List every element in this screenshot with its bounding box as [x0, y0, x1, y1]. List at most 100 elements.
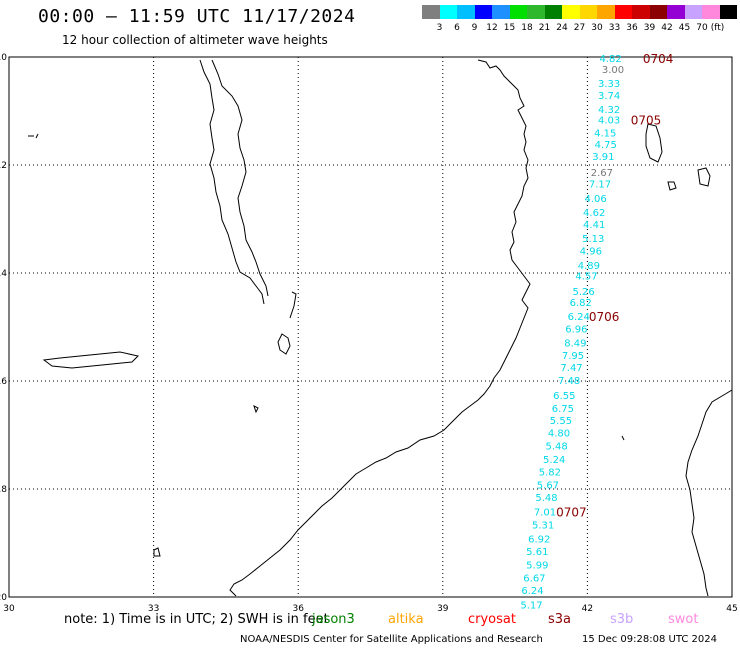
wave-height-reading: 4.62: [583, 208, 605, 219]
wave-height-reading: 5.99: [526, 561, 548, 572]
wave-height-reading: 5.17: [520, 601, 542, 612]
lon-tick-label: 33: [148, 604, 159, 614]
coastline-segment: [289, 291, 297, 319]
wave-height-reading: 7.48: [558, 376, 580, 387]
legend-label: 3: [436, 23, 443, 33]
map-border: [8, 56, 733, 598]
wave-height-reading: 6.75: [552, 404, 574, 415]
legend-label: 27: [573, 23, 586, 33]
legend-swatch: [632, 5, 650, 19]
lat-tick-label: -10: [0, 53, 7, 63]
wave-height-reading: 4.32: [598, 105, 620, 116]
wave-height-reading: 5.48: [535, 493, 557, 504]
wave-height-reading: 4.82: [599, 54, 621, 65]
coastline: [28, 59, 733, 597]
legend-swatch: [544, 5, 562, 19]
wave-height-reading: 6.82: [570, 298, 592, 309]
wave-height-reading: 4.41: [583, 220, 605, 231]
coastline-segment: [28, 133, 39, 139]
legend-label: 9: [471, 23, 478, 33]
legend-label: 30: [591, 23, 603, 33]
legend-swatch: [509, 5, 527, 19]
legend-label: 42: [661, 23, 673, 33]
lat-tick-label: -20: [0, 593, 7, 603]
lat-tick-label: -16: [0, 377, 7, 387]
legend-swatch: [597, 5, 615, 19]
legend-label: 12: [486, 23, 498, 33]
wave-height-reading: 6.55: [553, 391, 575, 402]
lat-tick-label: -12: [0, 161, 7, 171]
lon-tick-label: 30: [3, 604, 15, 614]
pass-time-label: 0705: [631, 114, 662, 128]
wave-height-reading: 8.49: [564, 339, 586, 350]
legend-label: 21: [538, 23, 551, 33]
footer-note: note: 1) Time is in UTC; 2) SWH is in fe…: [64, 612, 329, 627]
lon-tick-label: 42: [582, 604, 593, 614]
coastline-segment: [621, 435, 625, 441]
wave-height-reading: 7.17: [589, 179, 611, 190]
legend-label: 70: [696, 23, 708, 33]
wave-height-reading: 4.03: [598, 116, 620, 127]
wave-height-reading: 6.96: [565, 325, 587, 336]
legend-swatch: [439, 5, 457, 19]
coastline-segment: [685, 389, 733, 597]
legend-swatch: [474, 5, 492, 19]
wave-height-reading: 3.00: [602, 65, 624, 76]
coastline-segment: [277, 333, 291, 355]
legend-swatch: [719, 5, 737, 19]
satellite-key-swot: swot: [668, 612, 699, 627]
wave-height-reading: 5.82: [539, 468, 561, 479]
coastline-segment: [153, 547, 161, 557]
legend-label: 33: [608, 23, 621, 33]
coastline-segment: [253, 405, 259, 414]
pass-time-label: 0706: [589, 310, 620, 324]
lon-tick-label: 36: [292, 604, 304, 614]
legend-swatch: [492, 5, 510, 19]
wave-height-reading: 7.01: [534, 508, 556, 519]
wave-height-reading: 4.89: [578, 261, 600, 272]
wave-height-reading: 2.67: [591, 168, 613, 179]
map-subtitle: 12 hour collection of altimeter wave hei…: [62, 33, 328, 47]
wave-height-reading: 4.75: [595, 140, 617, 151]
axis-tick-labels: -10 -12 -14 -16 -18 -2030 33 36 39 42 45: [0, 53, 738, 614]
legend-swatch: [422, 5, 440, 19]
legend-swatch: [684, 5, 702, 19]
wave-height-reading: 4.57: [575, 272, 597, 283]
wave-height-reading: 5.48: [545, 441, 567, 452]
map-title: 00:00 — 11:59 UTC 11/17/2024: [38, 6, 356, 27]
legend-swatch: [667, 5, 685, 19]
satellite-key-jason3: jason3: [312, 612, 355, 627]
satellite-key-s3b: s3b: [610, 612, 634, 627]
lon-tick-label: 39: [437, 604, 449, 614]
lon-tick-label: 45: [726, 604, 737, 614]
wave-height-reading: 5.67: [537, 481, 559, 492]
coastline-segment: [667, 181, 677, 191]
pass-time-label: 0704: [643, 52, 674, 66]
legend-label: 45: [678, 23, 691, 33]
coastline-segment: [229, 59, 531, 597]
wave-height-reading: 6.24: [568, 312, 590, 323]
generated-timestamp: 15 Dec 09:28:08 UTC 2024: [582, 634, 717, 645]
legend-label: 36: [626, 23, 638, 33]
wave-height-reading: 4.06: [585, 194, 607, 205]
wave-height-reading: 5.26: [572, 287, 594, 298]
wave-height-reading: 3.33: [598, 79, 620, 90]
satellite-track: 4.823.00 3.333.74 4.324.03 4.154.753.91 2.67…: [520, 52, 673, 611]
coastline-segment: [697, 167, 711, 187]
wave-height-reading: 6.24: [521, 586, 543, 597]
wave-height-reading: 5.24: [543, 455, 565, 466]
wave-height-reading: 5.61: [526, 547, 548, 558]
wave-height-reading: 6.92: [528, 535, 550, 546]
wave-height-reading: 3.74: [598, 91, 620, 102]
coastline-segment: [199, 59, 265, 305]
legend-label: 24: [556, 23, 568, 33]
wave-height-reading: 6.67: [523, 574, 545, 585]
satellite-key-s3a: s3a: [548, 612, 572, 627]
wave-height-reading: 5.13: [582, 234, 604, 245]
wave-height-reading: 7.47: [560, 363, 582, 374]
coastline-segment: [42, 351, 139, 369]
wave-height-reading: 4.15: [594, 129, 616, 140]
coastline-segment: [211, 59, 269, 297]
legend-label: 18: [521, 23, 533, 33]
